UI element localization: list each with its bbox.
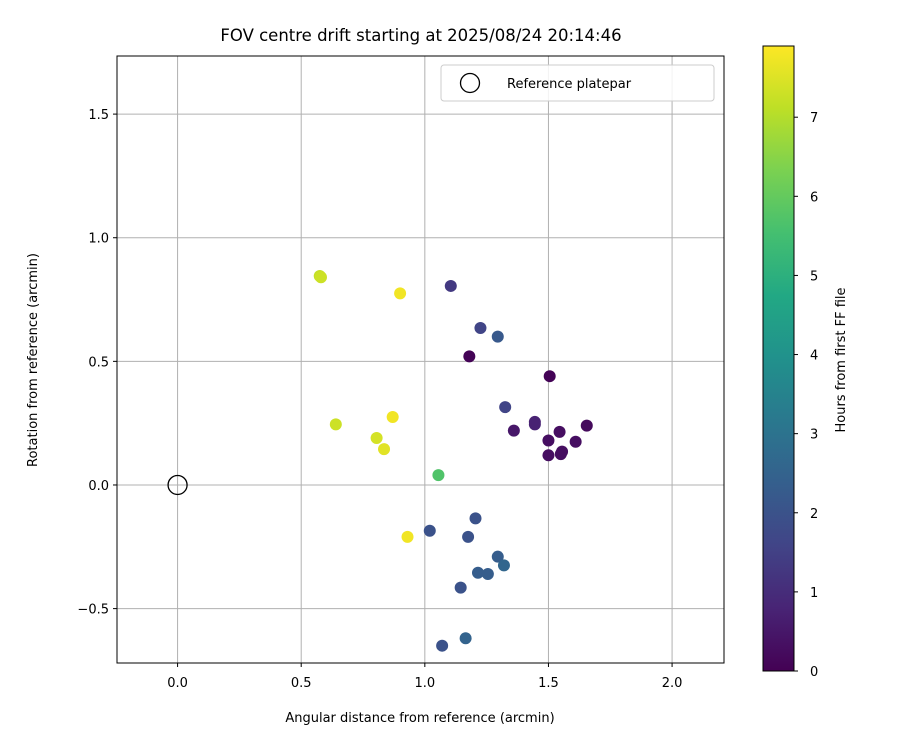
data-point [569,435,582,448]
data-point [499,401,512,414]
data-point [423,524,436,537]
data-point [459,632,472,645]
colorbar-tick-label: 4 [810,349,818,364]
data-point [580,419,593,432]
data-point [436,639,449,652]
data-point [554,448,567,461]
data-point [370,432,383,445]
colorbar-tick-label: 2 [810,507,818,522]
colorbar-ticks: 0 1 2 3 4 5 6 7 [794,111,818,680]
data-point [497,559,510,572]
grid [117,56,724,663]
x-tick-label: 0.0 [167,676,188,691]
colorbar-tick-label: 1 [810,586,818,601]
y-tick-label: 1.0 [88,232,109,247]
colorbar-tick-label: 7 [810,111,818,126]
legend-box [440,64,715,102]
y-tick-label: 1.5 [88,108,109,123]
plot-frame [116,55,725,664]
legend: Reference platepar [440,64,715,102]
colorbar-tick-label: 5 [810,269,818,284]
data-point [471,566,484,579]
data-point [528,415,541,428]
data-point [314,271,327,284]
x-tick-label: 1.0 [414,676,435,691]
reference-platepar-marker [167,474,188,496]
colorbar-gradient [762,45,795,672]
data-point [481,567,494,580]
data-point [474,321,487,334]
x-tick-label: 2.0 [662,676,683,691]
x-axis-label: Angular distance from reference (arcmin) [285,711,554,726]
data-point [386,410,399,423]
data-point [444,279,457,292]
colorbar-tick-label: 0 [810,665,818,680]
legend-label: Reference platepar [507,77,632,92]
data-point [462,530,475,543]
data-point [454,581,467,594]
colorbar: 0 1 2 3 4 5 6 7 Hours from first FF file [762,45,849,680]
y-tick-label: 0.5 [88,355,109,370]
data-point [491,550,504,563]
x-tick-label: 1.5 [538,676,559,691]
data-point [378,443,391,456]
data-point [394,287,407,300]
data-point [401,530,414,543]
data-point [542,449,555,462]
data-point [491,330,504,343]
legend-reference-marker [459,72,481,94]
y-tick-label: 0.0 [88,479,109,494]
data-point [507,424,520,437]
colorbar-tick-label: 6 [810,190,818,205]
chart-title: FOV centre drift starting at 2025/08/24 … [220,26,621,45]
data-point [543,370,556,383]
data-points [313,270,593,652]
data-point [463,350,476,363]
y-tick-label: −0.5 [77,603,109,618]
x-ticks: 0.0 0.5 1.0 1.5 2.0 [167,663,682,691]
data-point [432,469,445,482]
y-ticks: −0.5 0.0 0.5 1.0 1.5 [77,108,117,618]
y-axis-label: Rotation from reference (arcmin) [26,253,41,467]
data-point [542,434,555,447]
colorbar-label: Hours from first FF file [834,287,849,432]
x-tick-label: 0.5 [291,676,312,691]
reference-marker-layer [167,474,188,496]
data-point [553,425,566,438]
data-point [329,418,342,431]
data-point [469,512,482,525]
colorbar-tick-label: 3 [810,428,818,443]
